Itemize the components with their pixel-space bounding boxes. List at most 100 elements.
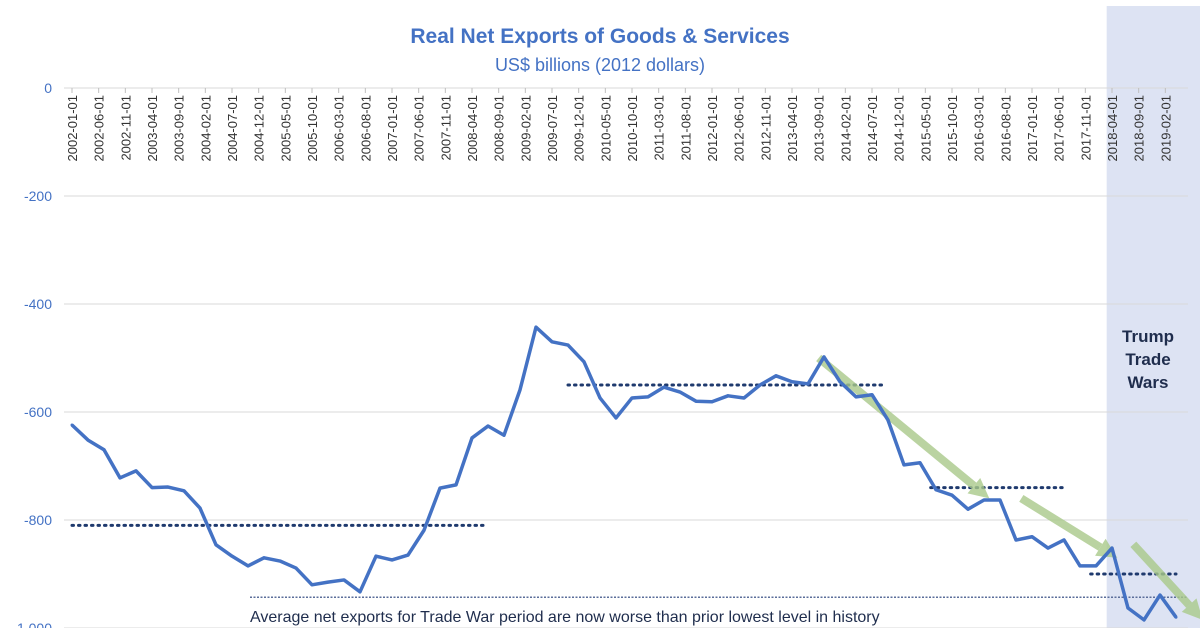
data-point xyxy=(1078,564,1082,568)
data-point xyxy=(214,543,218,547)
x-tick-label: 2012-06-01 xyxy=(732,95,747,162)
x-tick-label: 2008-04-01 xyxy=(465,95,480,162)
data-point xyxy=(694,399,698,403)
data-point xyxy=(934,488,938,492)
data-point xyxy=(374,554,378,558)
data-point xyxy=(134,469,138,473)
data-point xyxy=(870,393,874,397)
data-point xyxy=(1030,535,1034,539)
data-point xyxy=(534,325,538,329)
x-tick-label: 2003-09-01 xyxy=(172,95,187,162)
data-point xyxy=(550,340,554,344)
trend-arrow-shaft xyxy=(816,354,977,489)
x-tick-label: 2003-04-01 xyxy=(145,95,160,162)
data-point xyxy=(262,556,266,560)
x-tick-label: 2014-12-01 xyxy=(892,95,907,162)
data-point xyxy=(406,553,410,557)
shade-label-1: Trump xyxy=(1122,327,1174,346)
x-tick-label: 2007-06-01 xyxy=(412,95,427,162)
y-tick-label: -1,000 xyxy=(12,620,52,628)
data-point xyxy=(598,396,602,400)
data-point xyxy=(886,418,890,422)
x-tick-label: 2014-02-01 xyxy=(838,95,853,162)
data-point xyxy=(950,493,954,497)
data-point xyxy=(1174,615,1178,619)
data-point xyxy=(918,461,922,465)
shade-label-3: Wars xyxy=(1128,373,1169,392)
trend-arrow-head xyxy=(1181,598,1200,619)
data-point xyxy=(326,580,330,584)
trend-arrow-shaft xyxy=(1130,541,1193,608)
chart-title: Real Net Exports of Goods & Services xyxy=(410,25,789,48)
data-point xyxy=(454,483,458,487)
data-point xyxy=(166,485,170,489)
trend-arrow-shaft xyxy=(1019,494,1103,551)
x-tick-label: 2006-03-01 xyxy=(332,95,347,162)
y-tick-label: 0 xyxy=(44,80,52,96)
x-tick-label: 2017-06-01 xyxy=(1052,95,1067,162)
data-point xyxy=(390,558,394,562)
x-tick-label: 2013-04-01 xyxy=(785,95,800,162)
data-point xyxy=(774,374,778,378)
data-point xyxy=(1158,593,1162,597)
data-point xyxy=(118,476,122,480)
data-point xyxy=(966,507,970,511)
x-tick-label: 2012-11-01 xyxy=(758,95,773,161)
x-tick-label: 2011-08-01 xyxy=(678,95,693,161)
x-tick-label: 2013-09-01 xyxy=(812,95,827,162)
x-tick-label: 2018-04-01 xyxy=(1105,95,1120,162)
x-tick-label: 2002-11-01 xyxy=(118,95,133,161)
data-point xyxy=(70,423,74,427)
data-point xyxy=(1046,546,1050,550)
x-tick-label: 2017-11-01 xyxy=(1078,95,1093,161)
data-point xyxy=(758,383,762,387)
data-point xyxy=(790,380,794,384)
data-point xyxy=(806,382,810,386)
data-point xyxy=(822,355,826,359)
x-tick-label: 2015-05-01 xyxy=(918,95,933,162)
x-tick-label: 2007-11-01 xyxy=(438,95,453,161)
data-point xyxy=(342,578,346,582)
net-exports-line xyxy=(70,325,1178,622)
data-point xyxy=(310,583,314,587)
data-point xyxy=(1142,618,1146,622)
data-point xyxy=(518,388,522,392)
data-point xyxy=(1062,538,1066,542)
x-tick-label: 2008-09-01 xyxy=(492,95,507,162)
x-tick-label: 2005-05-01 xyxy=(278,95,293,162)
trend-arrow-head xyxy=(967,477,990,499)
y-tick-label: -200 xyxy=(24,188,52,204)
data-point xyxy=(854,395,858,399)
x-tick-label: 2002-06-01 xyxy=(92,95,107,162)
data-point xyxy=(726,394,730,398)
x-tick-label: 2009-02-01 xyxy=(518,95,533,162)
data-point xyxy=(358,590,362,594)
x-tick-label: 2007-01-01 xyxy=(385,95,400,162)
x-tick-label: 2018-09-01 xyxy=(1132,95,1147,162)
x-tick-label: 2017-01-01 xyxy=(1025,95,1040,162)
x-tick-label: 2019-02-01 xyxy=(1158,95,1173,162)
data-point xyxy=(710,400,714,404)
y-tick-label: -800 xyxy=(24,512,52,528)
x-tick-label: 2005-10-01 xyxy=(305,95,320,162)
x-tick-label: 2006-08-01 xyxy=(358,95,373,162)
data-point xyxy=(182,489,186,493)
x-tick-label: 2002-01-01 xyxy=(65,95,80,162)
y-tick-label: -600 xyxy=(24,404,52,420)
x-tick-label: 2014-07-01 xyxy=(865,95,880,162)
data-point xyxy=(246,564,250,568)
data-point xyxy=(502,433,506,437)
data-point xyxy=(614,416,618,420)
data-point xyxy=(198,506,202,510)
x-tick-label: 2009-07-01 xyxy=(545,95,560,162)
trade-war-shaded-region xyxy=(1106,6,1200,628)
x-tick-label: 2012-01-01 xyxy=(705,95,720,162)
x-tick-label: 2011-03-01 xyxy=(652,95,667,161)
data-point xyxy=(294,566,298,570)
lowest-level-annotation: Average net exports for Trade War period… xyxy=(250,609,880,626)
data-point xyxy=(470,436,474,440)
data-point xyxy=(486,424,490,428)
data-point xyxy=(838,380,842,384)
data-point xyxy=(982,498,986,502)
